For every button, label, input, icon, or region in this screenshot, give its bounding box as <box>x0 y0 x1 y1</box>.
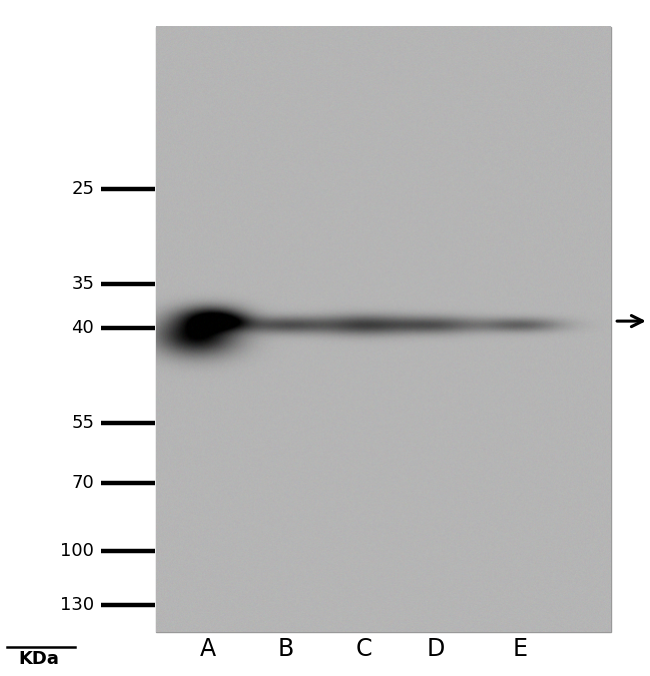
Bar <box>156 27 611 632</box>
Text: 100: 100 <box>60 542 94 560</box>
Text: 40: 40 <box>72 319 94 337</box>
Text: C: C <box>356 637 372 661</box>
Text: D: D <box>426 637 445 661</box>
Text: 25: 25 <box>72 180 94 198</box>
Text: A: A <box>200 637 216 661</box>
Text: E: E <box>512 637 528 661</box>
Text: 55: 55 <box>72 414 94 431</box>
Text: KDa: KDa <box>19 650 59 668</box>
Text: 35: 35 <box>72 275 94 293</box>
Text: 130: 130 <box>60 596 94 614</box>
Text: 70: 70 <box>72 475 94 492</box>
Text: B: B <box>278 637 294 661</box>
